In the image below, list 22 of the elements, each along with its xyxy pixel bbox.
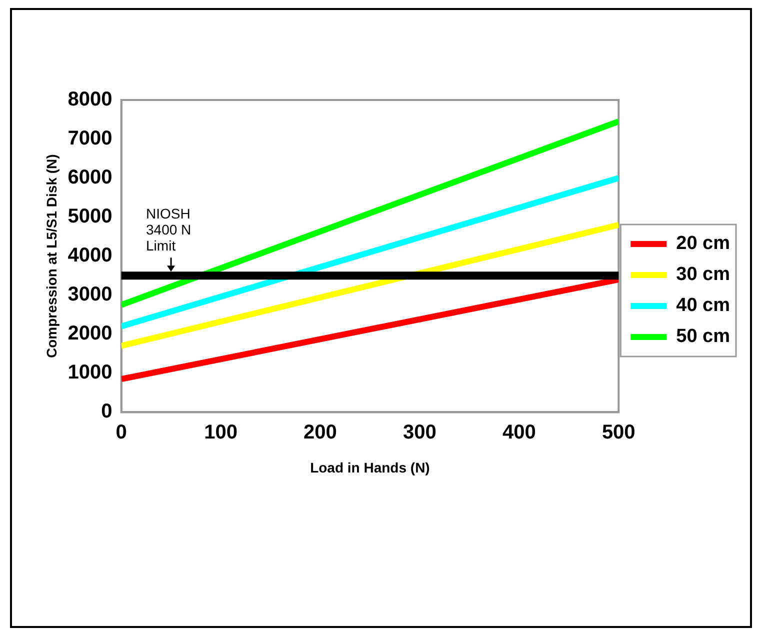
legend-label: 30 cm xyxy=(676,264,730,286)
x-tick-label: 200 xyxy=(304,422,337,444)
legend-label: 40 cm xyxy=(676,295,730,316)
y-tick-label: 7000 xyxy=(68,128,112,150)
y-tick-label: 0 xyxy=(101,400,112,423)
x-tick-label: 400 xyxy=(502,422,536,444)
x-tick-label: 100 xyxy=(204,422,238,444)
legend-label: 50 cm xyxy=(676,326,730,348)
x-axis-title: Load in Hands (N) xyxy=(310,459,430,476)
x-tick-label: 500 xyxy=(602,422,636,444)
legend-label: 20 cm xyxy=(676,233,730,254)
y-tick-label: 6000 xyxy=(68,166,112,189)
y-axis-title: Compression at L5/S1 Disk (N) xyxy=(43,154,60,358)
x-tick-label: 0 xyxy=(116,422,127,444)
y-tick-label: 4000 xyxy=(68,244,112,267)
y-tick-label: 2000 xyxy=(68,322,112,345)
y-tick-label: 5000 xyxy=(68,206,112,228)
annotation: NIOSH 3400 N Limit xyxy=(146,205,192,254)
y-tick-label: 1000 xyxy=(68,362,112,384)
x-tick-label: 300 xyxy=(403,422,436,444)
y-tick-label: 8000 xyxy=(68,88,112,111)
y-tick-label: 3000 xyxy=(68,284,112,306)
